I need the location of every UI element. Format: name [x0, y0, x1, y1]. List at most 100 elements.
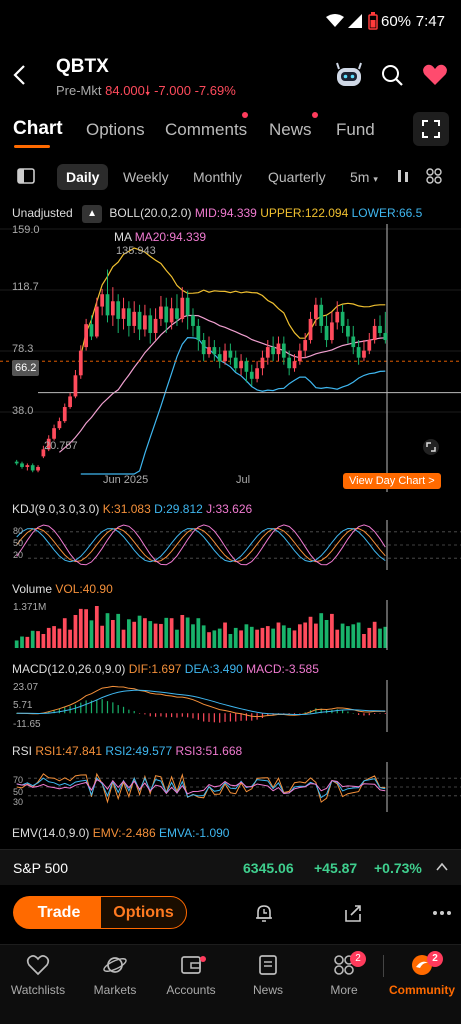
index-ticker-bar[interactable]: S&P 500 6345.06 +45.87 +0.73%	[0, 849, 461, 885]
trade-button[interactable]: Trade	[13, 896, 105, 929]
sidebar-toggle-icon[interactable]	[17, 168, 35, 184]
nav-more[interactable]: More 2	[306, 951, 382, 997]
volume-bar	[367, 627, 372, 648]
candle-body	[223, 350, 227, 362]
volume-bar	[255, 629, 259, 648]
macd-histogram-bar	[352, 713, 354, 714]
nav-markets[interactable]: Markets	[77, 953, 153, 997]
period-daily[interactable]: Daily	[57, 164, 109, 190]
signal-icon	[348, 14, 362, 28]
price-alert-icon[interactable]	[253, 902, 275, 924]
boll-mid-line	[59, 314, 386, 453]
ma20-value: MA20:94.339	[134, 230, 207, 244]
robot-assistant-icon[interactable]	[335, 62, 363, 88]
tab-chart[interactable]: Chart	[13, 118, 63, 139]
candlestick-chart[interactable]	[0, 224, 461, 492]
macd-histogram-bar	[283, 713, 285, 714]
macd-histogram-bar	[251, 713, 253, 721]
volume-bar	[319, 613, 324, 648]
macd-histogram-bar	[138, 713, 141, 714]
rsi2-line	[16, 776, 386, 799]
volume-bar	[78, 608, 83, 648]
macd-histogram-bar	[122, 706, 125, 714]
rsi3: RSI3:51.668	[175, 744, 243, 758]
volume-bar	[271, 628, 275, 648]
index-value: 6345.06	[243, 860, 294, 876]
volume-bar	[110, 620, 115, 648]
macd-histogram-bar	[229, 713, 231, 722]
volume-bar	[62, 618, 67, 648]
more-options-icon[interactable]	[432, 910, 452, 916]
volume-bar	[212, 630, 217, 648]
period-5m[interactable]: 5m ▾	[350, 169, 378, 185]
kdj-tick-80: 80	[13, 526, 24, 536]
macd-histogram-bar	[90, 700, 93, 714]
more-badge: 2	[350, 951, 366, 967]
candle-body	[143, 315, 147, 330]
volume-bar	[52, 626, 56, 648]
wifi-icon	[326, 14, 344, 27]
nav-watchlists[interactable]: Watchlists	[0, 953, 76, 997]
candle-body	[212, 347, 217, 355]
period-quarterly[interactable]: Quarterly	[268, 169, 326, 185]
volume-bar	[148, 621, 153, 648]
volume-bar	[239, 630, 243, 648]
nav-community[interactable]: Community 2	[384, 951, 460, 997]
tab-fund[interactable]: Fund	[336, 120, 375, 139]
candle-body	[148, 315, 153, 333]
expand-up-icon[interactable]	[436, 862, 448, 872]
macd-tick-top: 23.07	[13, 682, 39, 693]
macd-histogram-bar	[176, 713, 178, 718]
fullscreen-button[interactable]	[413, 112, 449, 146]
candle-body	[41, 449, 46, 457]
candle-body	[351, 336, 356, 348]
adjust-label[interactable]: Unadjusted	[12, 206, 73, 221]
macd-dif-line	[16, 685, 386, 718]
back-arrow-icon[interactable]	[12, 64, 28, 86]
macd-histogram-bar	[165, 713, 167, 718]
tab-options[interactable]: Options	[86, 120, 145, 139]
candle-body	[319, 304, 324, 326]
candle-body	[340, 311, 345, 326]
tab-comments[interactable]: Comments	[165, 120, 248, 139]
macd-histogram-bar	[240, 713, 242, 721]
zoom-reset-icon[interactable]	[422, 438, 440, 456]
volume-bar	[143, 618, 147, 648]
volume-bar	[127, 619, 131, 648]
nav-news[interactable]: News	[230, 953, 306, 997]
volume-bar	[292, 630, 297, 648]
macd-histogram-bar	[133, 711, 135, 714]
volume-bar	[314, 623, 318, 648]
active-tab-indicator	[14, 145, 50, 148]
boll-lower-line	[80, 336, 386, 475]
candle-body	[14, 461, 19, 464]
period-weekly[interactable]: Weekly	[123, 169, 169, 185]
view-day-chart-button[interactable]: View Day Chart >	[343, 473, 441, 489]
period-monthly[interactable]: Monthly	[193, 169, 243, 185]
candle-style-icon[interactable]	[396, 168, 410, 184]
candle-body	[287, 357, 292, 369]
index-change-pct: +0.73%	[374, 860, 422, 876]
macd-chart[interactable]	[0, 680, 461, 732]
ticker-symbol: QBTX	[56, 56, 109, 77]
share-icon[interactable]	[342, 902, 364, 924]
grid-indicators-icon[interactable]	[426, 168, 442, 184]
heart-icon[interactable]	[422, 64, 448, 86]
kdj-indicator-chart[interactable]	[0, 520, 461, 570]
volume-chart[interactable]	[0, 600, 461, 650]
candle-body	[335, 311, 340, 323]
tab-news[interactable]: News	[269, 120, 312, 139]
nav-accounts[interactable]: Accounts	[153, 953, 229, 997]
macd-histogram-bar	[299, 713, 301, 714]
kdj-d-line	[16, 527, 386, 563]
search-icon[interactable]	[381, 64, 403, 86]
macd-histogram-bar	[347, 711, 349, 714]
rsi-chart[interactable]	[0, 762, 461, 812]
kdj-tick-50: 50	[13, 538, 24, 548]
collapse-caret-icon[interactable]: ▲	[82, 205, 103, 223]
candle-body	[169, 308, 174, 323]
volume-bar	[223, 622, 227, 648]
options-button[interactable]: Options	[100, 896, 187, 929]
volume-bar	[340, 623, 345, 648]
macd-histogram-bar	[213, 713, 215, 723]
